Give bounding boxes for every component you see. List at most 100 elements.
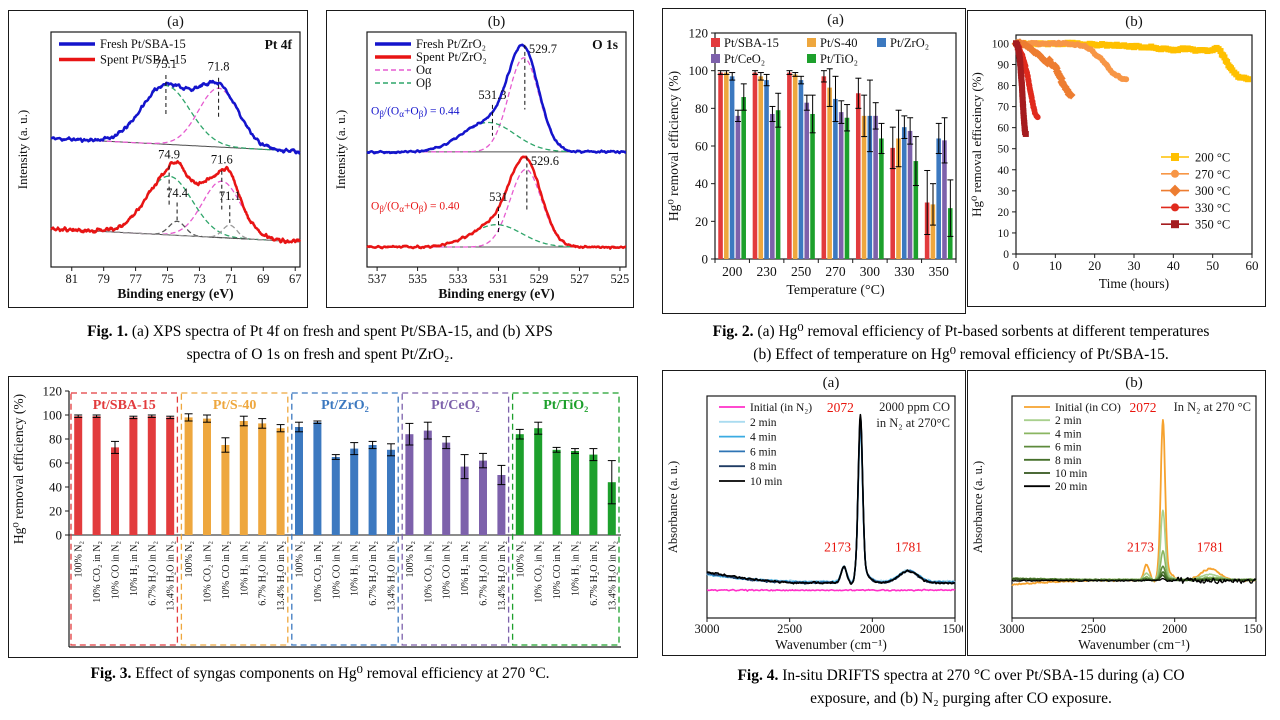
svg-text:1781: 1781	[895, 539, 922, 554]
svg-text:(a): (a)	[823, 375, 840, 391]
svg-text:Oβ: Oβ	[416, 76, 431, 90]
svg-text:529: 529	[530, 272, 549, 286]
svg-text:30: 30	[998, 186, 1010, 198]
svg-text:10% H₂ in N₂: 10% H₂ in N₂	[460, 541, 471, 596]
svg-text:Temperature (°C): Temperature (°C)	[786, 283, 885, 298]
svg-text:Binding energy (eV): Binding energy (eV)	[438, 286, 554, 301]
svg-text:(b): (b)	[1125, 375, 1143, 391]
svg-text:80: 80	[695, 101, 708, 116]
svg-text:6.7% H₂O in N₂: 6.7% H₂O in N₂	[368, 541, 379, 606]
svg-text:71: 71	[225, 272, 238, 286]
svg-text:330: 330	[894, 264, 915, 279]
svg-text:Fresh Pt/ZrO₂: Fresh Pt/ZrO₂	[416, 37, 486, 51]
svg-text:Fresh Pt/SBA-15: Fresh Pt/SBA-15	[100, 37, 186, 51]
svg-text:2000 ppm CO: 2000 ppm CO	[879, 400, 950, 414]
svg-text:Pt/CeO₂: Pt/CeO₂	[724, 52, 765, 66]
svg-text:250: 250	[791, 264, 812, 279]
svg-text:(a): (a)	[167, 14, 184, 30]
svg-text:2500: 2500	[1081, 622, 1106, 636]
svg-text:270: 270	[825, 264, 846, 279]
svg-text:Intensity (a. u.): Intensity (a. u.)	[15, 110, 30, 189]
svg-text:90: 90	[998, 59, 1010, 71]
svg-text:531: 531	[489, 190, 508, 204]
svg-text:200: 200	[722, 264, 743, 279]
svg-text:6.7% H₂O in N₂: 6.7% H₂O in N₂	[589, 541, 600, 606]
svg-text:67: 67	[289, 272, 302, 286]
svg-text:2 min: 2 min	[750, 417, 777, 429]
svg-text:Initial (in CO): Initial (in CO)	[1055, 402, 1121, 414]
svg-text:73: 73	[193, 272, 206, 286]
svg-text:Oβ/(Oα+Oβ) = 0.40: Oβ/(Oα+Oβ) = 0.40	[371, 200, 460, 214]
svg-text:10% CO₂ in N₂: 10% CO₂ in N₂	[92, 541, 103, 603]
svg-text:77: 77	[129, 272, 142, 286]
svg-text:30: 30	[1128, 258, 1141, 273]
svg-text:6 min: 6 min	[750, 446, 777, 458]
svg-text:531: 531	[489, 272, 508, 286]
svg-text:10 min: 10 min	[1055, 468, 1088, 480]
fig1a-panel: (a) 81 79 77 75 73 71 69 67 Binding energy (eV) In…	[8, 10, 308, 308]
svg-text:230: 230	[757, 264, 778, 279]
fig2-caption: Fig. 2. (a) Hg⁰ removal efficiency of Pt…	[648, 320, 1274, 367]
svg-text:100: 100	[992, 38, 1010, 50]
svg-text:75.1: 75.1	[155, 57, 177, 71]
svg-text:Intensity (a. u.): Intensity (a. u.)	[333, 110, 348, 189]
svg-text:75: 75	[161, 272, 174, 286]
fig2-caption-line1: (a) Hg⁰ removal efficiency of Pt-based s…	[753, 323, 1210, 340]
fig2b-panel: (b) 0 10 20 30 40 50 60 70 80 90 100 0 10 20 30 40 50 60 Ti…	[967, 10, 1266, 307]
fig4a-panel: (a) 3000 2500 2000 1500 Wavenumber (cm⁻¹) Abso…	[662, 370, 966, 656]
svg-text:74.4: 74.4	[166, 186, 189, 200]
svg-text:3000: 3000	[1000, 622, 1025, 636]
svg-text:10% CO₂ in N₂: 10% CO₂ in N₂	[534, 541, 545, 603]
svg-text:Spent Pt/SBA-15: Spent Pt/SBA-15	[100, 53, 186, 67]
svg-text:525: 525	[611, 272, 630, 286]
svg-text:100: 100	[43, 408, 63, 423]
svg-text:60: 60	[998, 123, 1010, 135]
svg-text:50: 50	[998, 144, 1010, 156]
svg-text:81: 81	[66, 272, 79, 286]
svg-text:6 min: 6 min	[1055, 442, 1082, 454]
fig2-caption-line2: (b) Effect of temperature on Hg⁰ removal…	[753, 346, 1169, 364]
svg-text:(b): (b)	[488, 14, 506, 30]
svg-text:71.6: 71.6	[211, 153, 233, 167]
svg-text:529.6: 529.6	[531, 154, 559, 168]
svg-text:70: 70	[998, 102, 1010, 114]
fig1b-panel: (b) 537 535 533 531 529 527 525 Binding energy (…	[326, 10, 634, 308]
svg-text:10% H₂ in N₂: 10% H₂ in N₂	[571, 541, 582, 596]
fig4-caption-label: Fig. 4.	[737, 667, 779, 684]
svg-text:1781: 1781	[1197, 539, 1224, 554]
svg-text:Time (hours): Time (hours)	[1099, 276, 1169, 291]
svg-text:In N₂ at 270 °C: In N₂ at 270 °C	[1174, 400, 1251, 414]
svg-text:120: 120	[689, 26, 709, 41]
svg-text:527: 527	[570, 272, 589, 286]
svg-text:0: 0	[702, 252, 709, 267]
svg-text:Oα: Oα	[416, 63, 432, 77]
svg-text:200 °C: 200 °C	[1195, 151, 1230, 165]
svg-text:1500: 1500	[943, 622, 964, 636]
svg-text:0: 0	[56, 528, 63, 543]
svg-text:10% CO in N₂: 10% CO in N₂	[442, 541, 453, 599]
svg-text:350 °C: 350 °C	[1195, 218, 1230, 232]
svg-text:80: 80	[49, 432, 62, 447]
svg-text:6.7% H₂O in N₂: 6.7% H₂O in N₂	[147, 541, 158, 606]
svg-text:Wavenumber (cm⁻¹): Wavenumber (cm⁻¹)	[775, 637, 887, 652]
svg-text:20 min: 20 min	[1055, 481, 1088, 493]
svg-text:Hg⁰ removal efficiency (%): Hg⁰ removal efficiency (%)	[11, 394, 26, 544]
fig1-caption-line1: (a) XPS spectra of Pt 4f on fresh and sp…	[127, 323, 553, 340]
svg-text:100% N₂: 100% N₂	[405, 541, 416, 578]
fig2a-bar-chart: (a) 0 20 40 60 80 100 120 200 230 250 270 300 330 350 T…	[666, 12, 957, 298]
svg-text:100: 100	[689, 63, 709, 78]
fig1-caption-line2: spectra of O 1s on fresh and spent Pt/Zr…	[186, 346, 454, 364]
svg-text:120: 120	[43, 384, 63, 399]
svg-text:80: 80	[998, 81, 1010, 93]
svg-text:0: 0	[1013, 258, 1020, 273]
svg-text:537: 537	[368, 272, 387, 286]
svg-text:Wavenumber (cm⁻¹): Wavenumber (cm⁻¹)	[1078, 637, 1190, 652]
svg-text:20: 20	[695, 214, 708, 229]
svg-text:79: 79	[97, 272, 110, 286]
svg-text:Pt/SBA-15: Pt/SBA-15	[93, 398, 156, 413]
svg-text:10% CO in N₂: 10% CO in N₂	[552, 541, 563, 599]
svg-text:529.7: 529.7	[529, 42, 557, 56]
svg-text:300: 300	[860, 264, 881, 279]
svg-text:10% CO in N₂: 10% CO in N₂	[331, 541, 342, 599]
